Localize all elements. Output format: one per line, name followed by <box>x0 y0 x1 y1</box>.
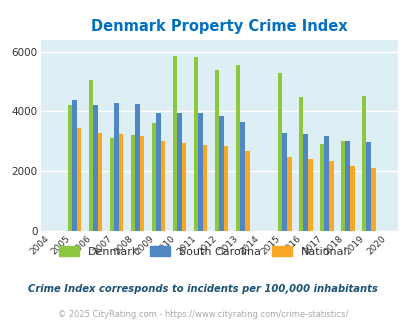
Bar <box>240 122 244 231</box>
Legend: Denmark, South Carolina, National: Denmark, South Carolina, National <box>54 242 351 261</box>
Bar <box>235 65 240 231</box>
Bar <box>370 168 375 231</box>
Bar <box>361 96 365 231</box>
Bar <box>202 145 207 231</box>
Bar <box>219 116 223 231</box>
Text: © 2025 CityRating.com - https://www.cityrating.com/crime-statistics/: © 2025 CityRating.com - https://www.city… <box>58 310 347 319</box>
Bar <box>244 151 249 231</box>
Bar <box>109 138 114 231</box>
Bar <box>223 146 228 231</box>
Bar <box>130 135 135 231</box>
Bar <box>365 143 370 231</box>
Text: Crime Index corresponds to incidents per 100,000 inhabitants: Crime Index corresponds to incidents per… <box>28 284 377 294</box>
Bar <box>281 133 286 231</box>
Bar <box>277 73 281 231</box>
Bar <box>88 80 93 231</box>
Bar <box>139 136 144 231</box>
Bar <box>93 105 98 231</box>
Bar <box>160 141 165 231</box>
Bar <box>303 134 307 231</box>
Bar <box>114 103 119 231</box>
Title: Denmark Property Crime Index: Denmark Property Crime Index <box>91 19 347 34</box>
Bar <box>198 113 202 231</box>
Bar <box>340 141 345 231</box>
Bar <box>307 159 312 231</box>
Bar <box>298 97 303 231</box>
Bar <box>98 133 102 231</box>
Bar <box>119 134 123 231</box>
Bar <box>319 144 324 231</box>
Bar <box>214 70 219 231</box>
Bar <box>135 104 139 231</box>
Bar <box>349 166 354 231</box>
Bar <box>77 128 81 231</box>
Bar <box>156 113 160 231</box>
Bar <box>67 105 72 231</box>
Bar <box>324 137 328 231</box>
Bar <box>181 143 186 231</box>
Bar <box>193 57 198 231</box>
Bar <box>177 113 181 231</box>
Bar <box>345 141 349 231</box>
Bar <box>172 56 177 231</box>
Bar <box>72 100 77 231</box>
Bar <box>286 157 291 231</box>
Bar <box>328 161 333 231</box>
Bar <box>151 123 156 231</box>
